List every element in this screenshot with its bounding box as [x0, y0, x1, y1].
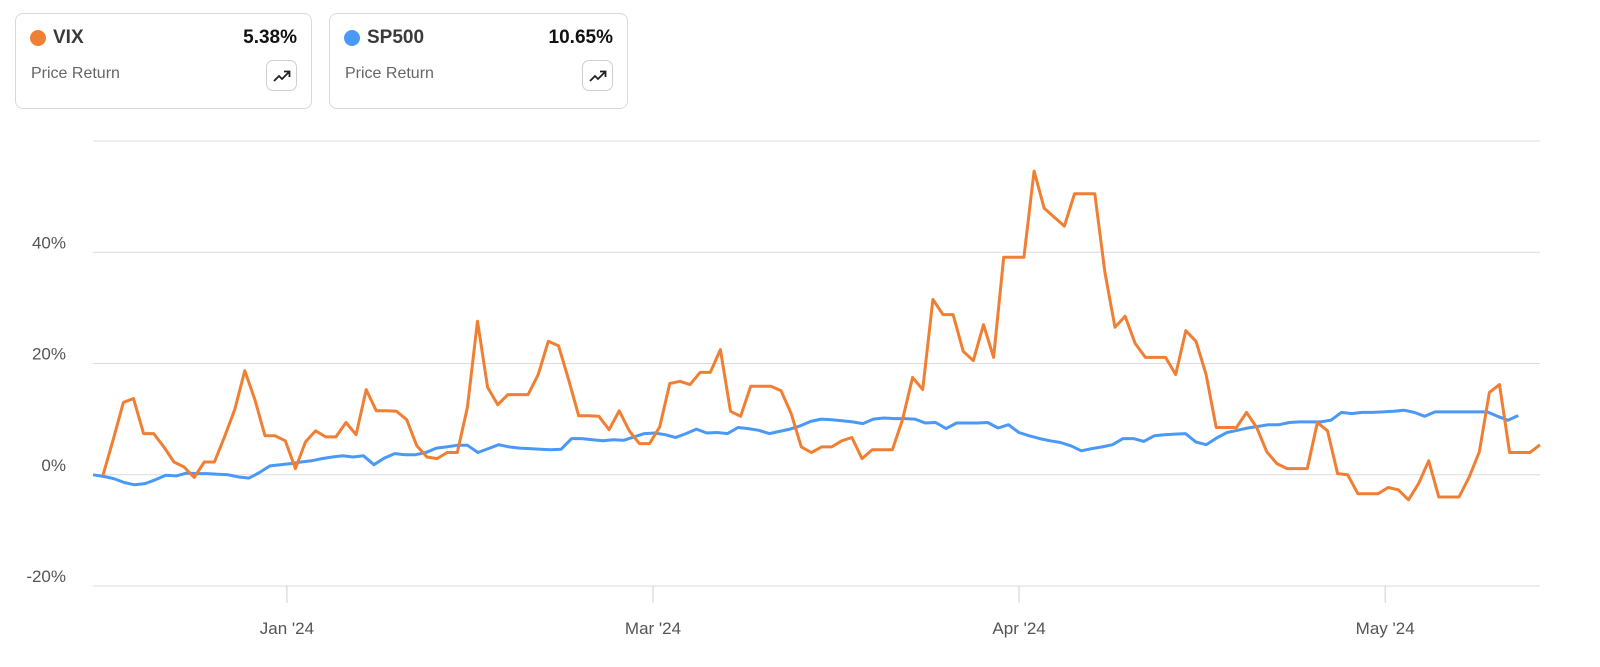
sp500-subtitle: Price Return: [345, 65, 434, 82]
trending-up-icon: [588, 70, 606, 82]
y-tick-label: -20%: [26, 567, 66, 586]
sp500-series-line: [92, 408, 1519, 487]
x-tick-label: Jan '24: [260, 619, 314, 638]
vix-chart-toggle-button[interactable]: [266, 60, 297, 91]
vix-series-line: [101, 169, 1541, 502]
x-tick-label: May '24: [1356, 619, 1415, 638]
y-tick-label: 0%: [41, 456, 66, 475]
vix-color-dot: [30, 30, 46, 46]
vix-name: VIX: [53, 27, 84, 48]
sp500-color-dot: [344, 30, 360, 46]
vix-subtitle: Price Return: [31, 65, 120, 82]
trending-up-icon: [272, 70, 290, 82]
x-tick-label: Apr '24: [992, 619, 1045, 638]
sp500-chart-toggle-button[interactable]: [582, 60, 613, 91]
vix-return-value: 5.38%: [243, 27, 297, 48]
y-tick-label: 20%: [32, 345, 66, 364]
sp500-name: SP500: [367, 27, 425, 48]
x-tick-label: Mar '24: [625, 619, 681, 638]
vix-card[interactable]: VIX 5.38% Price Return: [15, 13, 312, 109]
sp500-return-value: 10.65%: [548, 27, 613, 48]
sp500-card[interactable]: SP500 10.65% Price Return: [329, 13, 628, 109]
y-tick-label: 40%: [32, 233, 66, 252]
